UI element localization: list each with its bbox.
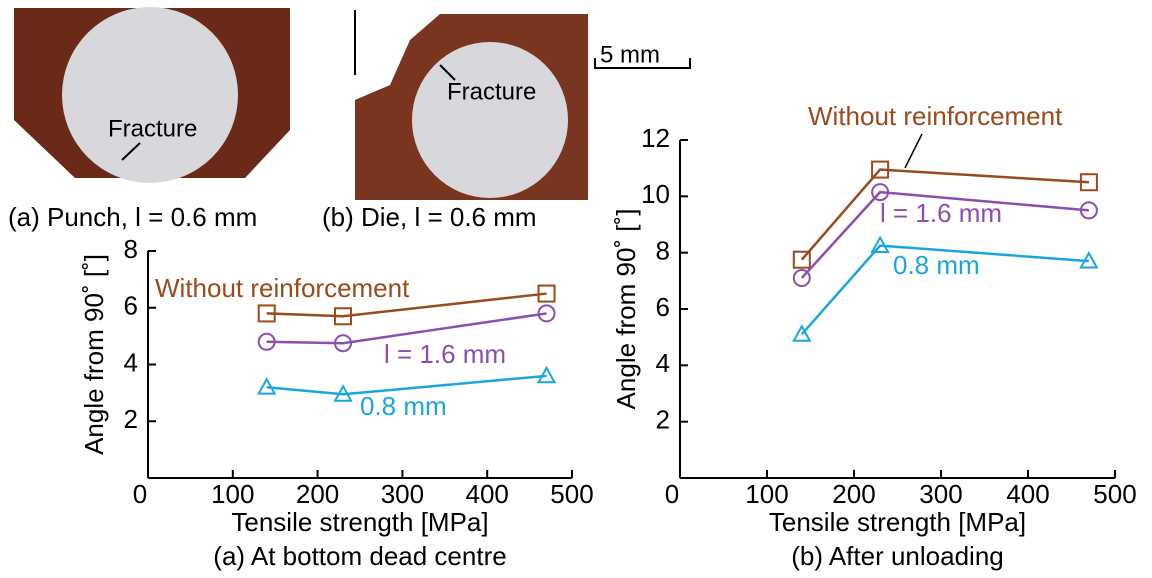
figure: Fracture Fracture 5 mm (a) Punch, l = 0.… [0,0,1152,578]
leader-line [905,134,922,168]
y-tick-label: 12 [641,123,670,153]
series-label: 0.8 mm [893,250,980,280]
x-tick-label: 0 [133,479,147,509]
x-tick-label: 200 [832,479,875,509]
y-axis-label: Angle from 90˚ [˚] [79,254,109,455]
x-axis-label: Tensile strength [MPa] [231,507,488,537]
fracture-label: Fracture [447,78,536,105]
y-tick-label: 2 [124,404,138,434]
series-label: l = 1.6 mm [384,339,506,369]
y-tick-label: 2 [656,405,670,435]
y-tick-label: 8 [656,236,670,266]
y-tick-label: 8 [124,234,138,264]
y-tick-label: 6 [124,291,138,321]
scale-bar: 5 mm [595,41,690,68]
x-tick-label: 0 [665,479,679,509]
series-label: 0.8 mm [360,391,447,421]
die-photo: Fracture [355,10,588,200]
marker [259,379,275,393]
x-tick-label: 100 [745,479,788,509]
x-tick-label: 100 [211,479,254,509]
x-tick-label: 300 [919,479,962,509]
x-axis-label: Tensile strength [MPa] [769,507,1026,537]
x-tick-label: 400 [1006,479,1049,509]
scale-label: 5 mm [600,41,660,68]
photo-caption: (a) Punch, l = 0.6 mm [8,202,257,232]
y-tick-label: 4 [124,347,138,377]
punch-photo: Fracture [14,7,290,183]
y-tick-label: 10 [641,179,670,209]
fracture-label: Fracture [108,115,197,142]
x-tick-label: 500 [1093,479,1136,509]
y-axis-label: Angle from 90˚ [˚] [611,209,641,410]
x-tick-label: 500 [550,479,593,509]
series-label: Without reinforcement [808,101,1063,131]
x-tick-label: 200 [296,479,339,509]
y-tick-label: 4 [656,348,670,378]
marker [539,368,555,382]
x-tick-label: 400 [466,479,509,509]
y-tick-label: 6 [656,292,670,322]
series-label: l = 1.6 mm [880,198,1002,228]
series-label: Without reinforcement [155,273,410,303]
photo-caption: (b) Die, l = 0.6 mm [322,202,537,232]
chart-caption: (b) After unloading [791,541,1003,571]
x-tick-label: 300 [381,479,424,509]
chart-caption: (a) At bottom dead centre [213,541,506,571]
